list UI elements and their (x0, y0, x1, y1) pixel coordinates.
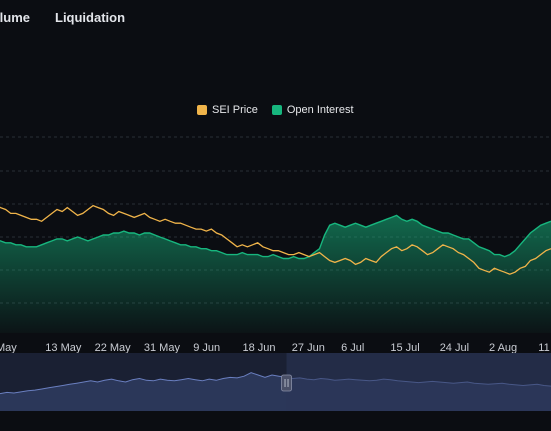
x-tick-label: 2 Aug (489, 342, 517, 354)
tab-volume[interactable]: Volume (0, 10, 30, 25)
series-line-open-interest (0, 214, 551, 260)
x-tick-label: 15 Jul (390, 342, 419, 354)
x-tick-label: May (0, 342, 17, 354)
legend-label-open-interest: Open Interest (286, 104, 354, 116)
series-line-sei-price (0, 204, 551, 275)
open-interest-area (0, 215, 551, 333)
tab-bar: Volume Liquidation (0, 0, 551, 40)
legend-swatch-price (197, 105, 207, 115)
legend-item-price[interactable]: SEI Price (197, 104, 258, 116)
x-tick-label: 27 Jun (292, 342, 325, 354)
x-tick-label: 31 May (144, 342, 181, 354)
chart-legend: SEI Price Open Interest (197, 104, 354, 116)
x-tick-label: 6 Jul (341, 342, 364, 354)
x-tick-label: 9 Jun (193, 342, 220, 354)
x-tick-label: 18 Jun (243, 342, 276, 354)
navigator-left-handle[interactable] (281, 374, 292, 392)
legend-swatch-open-interest (271, 105, 282, 115)
x-tick-label: 22 May (95, 342, 132, 354)
x-tick-label: 24 Jul (440, 342, 469, 354)
navigator-selection-window[interactable] (286, 353, 551, 411)
x-tick-label: 13 May (45, 342, 82, 354)
legend-item-open-interest[interactable]: Open Interest (271, 104, 354, 116)
tab-liquidation[interactable]: Liquidation (55, 10, 126, 25)
x-tick-label: 11 Aug (538, 342, 551, 354)
legend-label-price: SEI Price (212, 104, 258, 116)
